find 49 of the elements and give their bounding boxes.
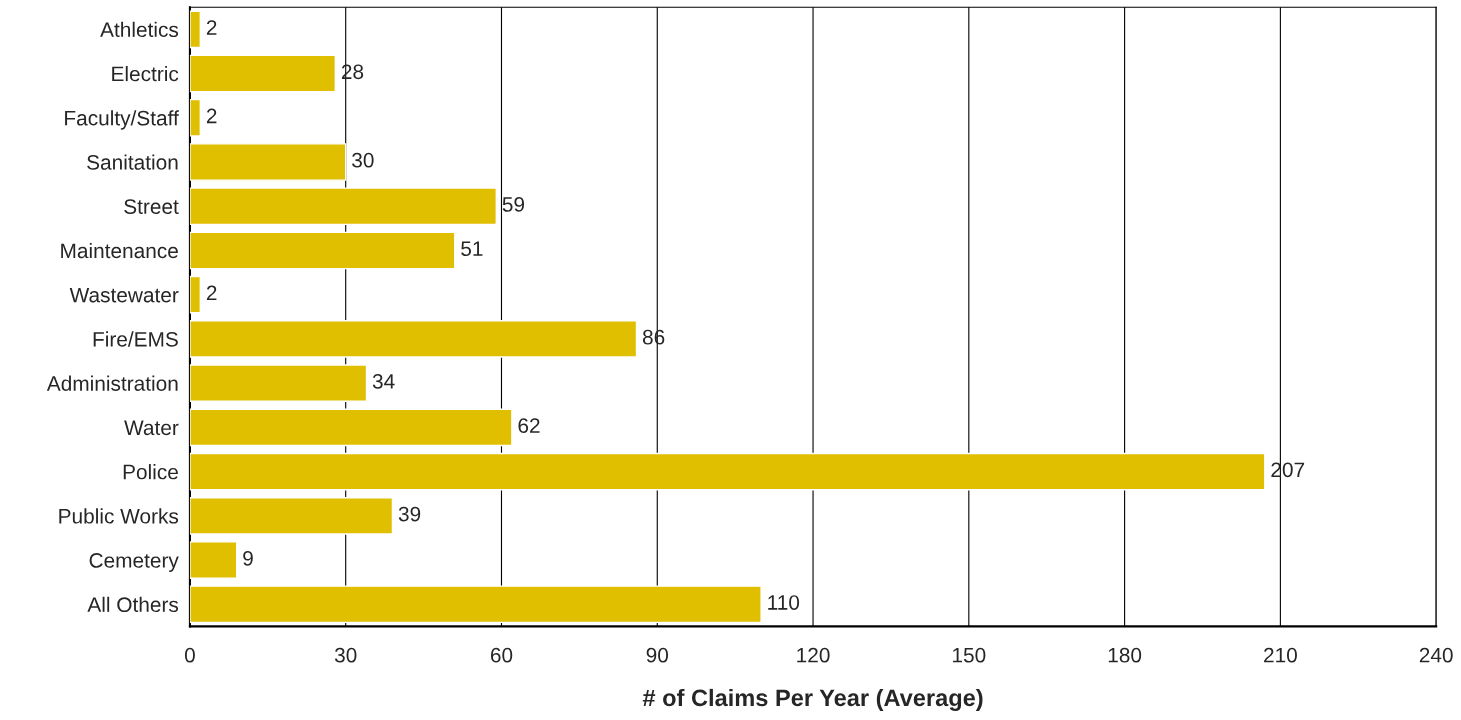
x-tick-label: 0 <box>184 647 195 663</box>
y-tick-label: Cemetery <box>89 553 179 572</box>
data-label: 2 <box>206 285 217 301</box>
bar <box>189 364 368 402</box>
x-tick-label: 60 <box>490 647 513 663</box>
bar <box>189 408 513 447</box>
data-label: 51 <box>461 241 483 257</box>
y-tick-label: Fire/EMS <box>93 331 178 347</box>
x-tick-label: 30 <box>334 647 357 663</box>
y-tick-label: Faculty/Staff <box>65 110 179 130</box>
data-label: 2 <box>206 20 217 35</box>
y-tick-label: Electric <box>112 65 179 82</box>
x-tick-label: 240 <box>1419 647 1453 663</box>
y-tick-label: Water <box>124 420 179 436</box>
x-tick-label: 90 <box>646 647 669 663</box>
bar <box>189 98 202 137</box>
bar <box>189 496 394 535</box>
bar <box>189 320 638 358</box>
data-label: 39 <box>398 506 421 522</box>
x-tick-label: 120 <box>797 647 830 663</box>
bar <box>189 452 1266 491</box>
bar <box>189 231 456 270</box>
y-tick-label: All Others <box>87 596 179 613</box>
y-tick-label: Administration <box>46 375 178 391</box>
x-axis-title: # of Claims Per Year (Average) <box>642 688 983 711</box>
y-tick-label: Maintenance <box>61 242 178 259</box>
bar <box>189 585 762 624</box>
data-label: 9 <box>243 550 253 566</box>
data-label: 110 <box>768 595 800 610</box>
y-tick-label: Police <box>123 464 178 480</box>
y-tick-label: Athletics <box>100 21 179 38</box>
bar <box>189 54 337 93</box>
data-label: 30 <box>352 152 374 168</box>
y-tick-label: Sanitation <box>87 154 178 170</box>
bar <box>189 275 202 314</box>
y-tick-label: Wastewater <box>69 287 179 303</box>
data-label: 62 <box>518 418 540 433</box>
data-label: 34 <box>372 373 395 389</box>
y-tick-label: Public Works <box>59 508 179 524</box>
x-tick-label: 180 <box>1108 647 1142 663</box>
bar <box>189 541 238 579</box>
data-label: 59 <box>502 197 525 212</box>
bar <box>189 10 202 49</box>
x-tick-label: 150 <box>953 647 986 663</box>
bar <box>189 143 347 181</box>
bar <box>189 187 497 226</box>
x-tick-label: 210 <box>1264 647 1297 663</box>
data-label: 2 <box>206 108 217 124</box>
y-tick-label: Street <box>124 199 179 214</box>
